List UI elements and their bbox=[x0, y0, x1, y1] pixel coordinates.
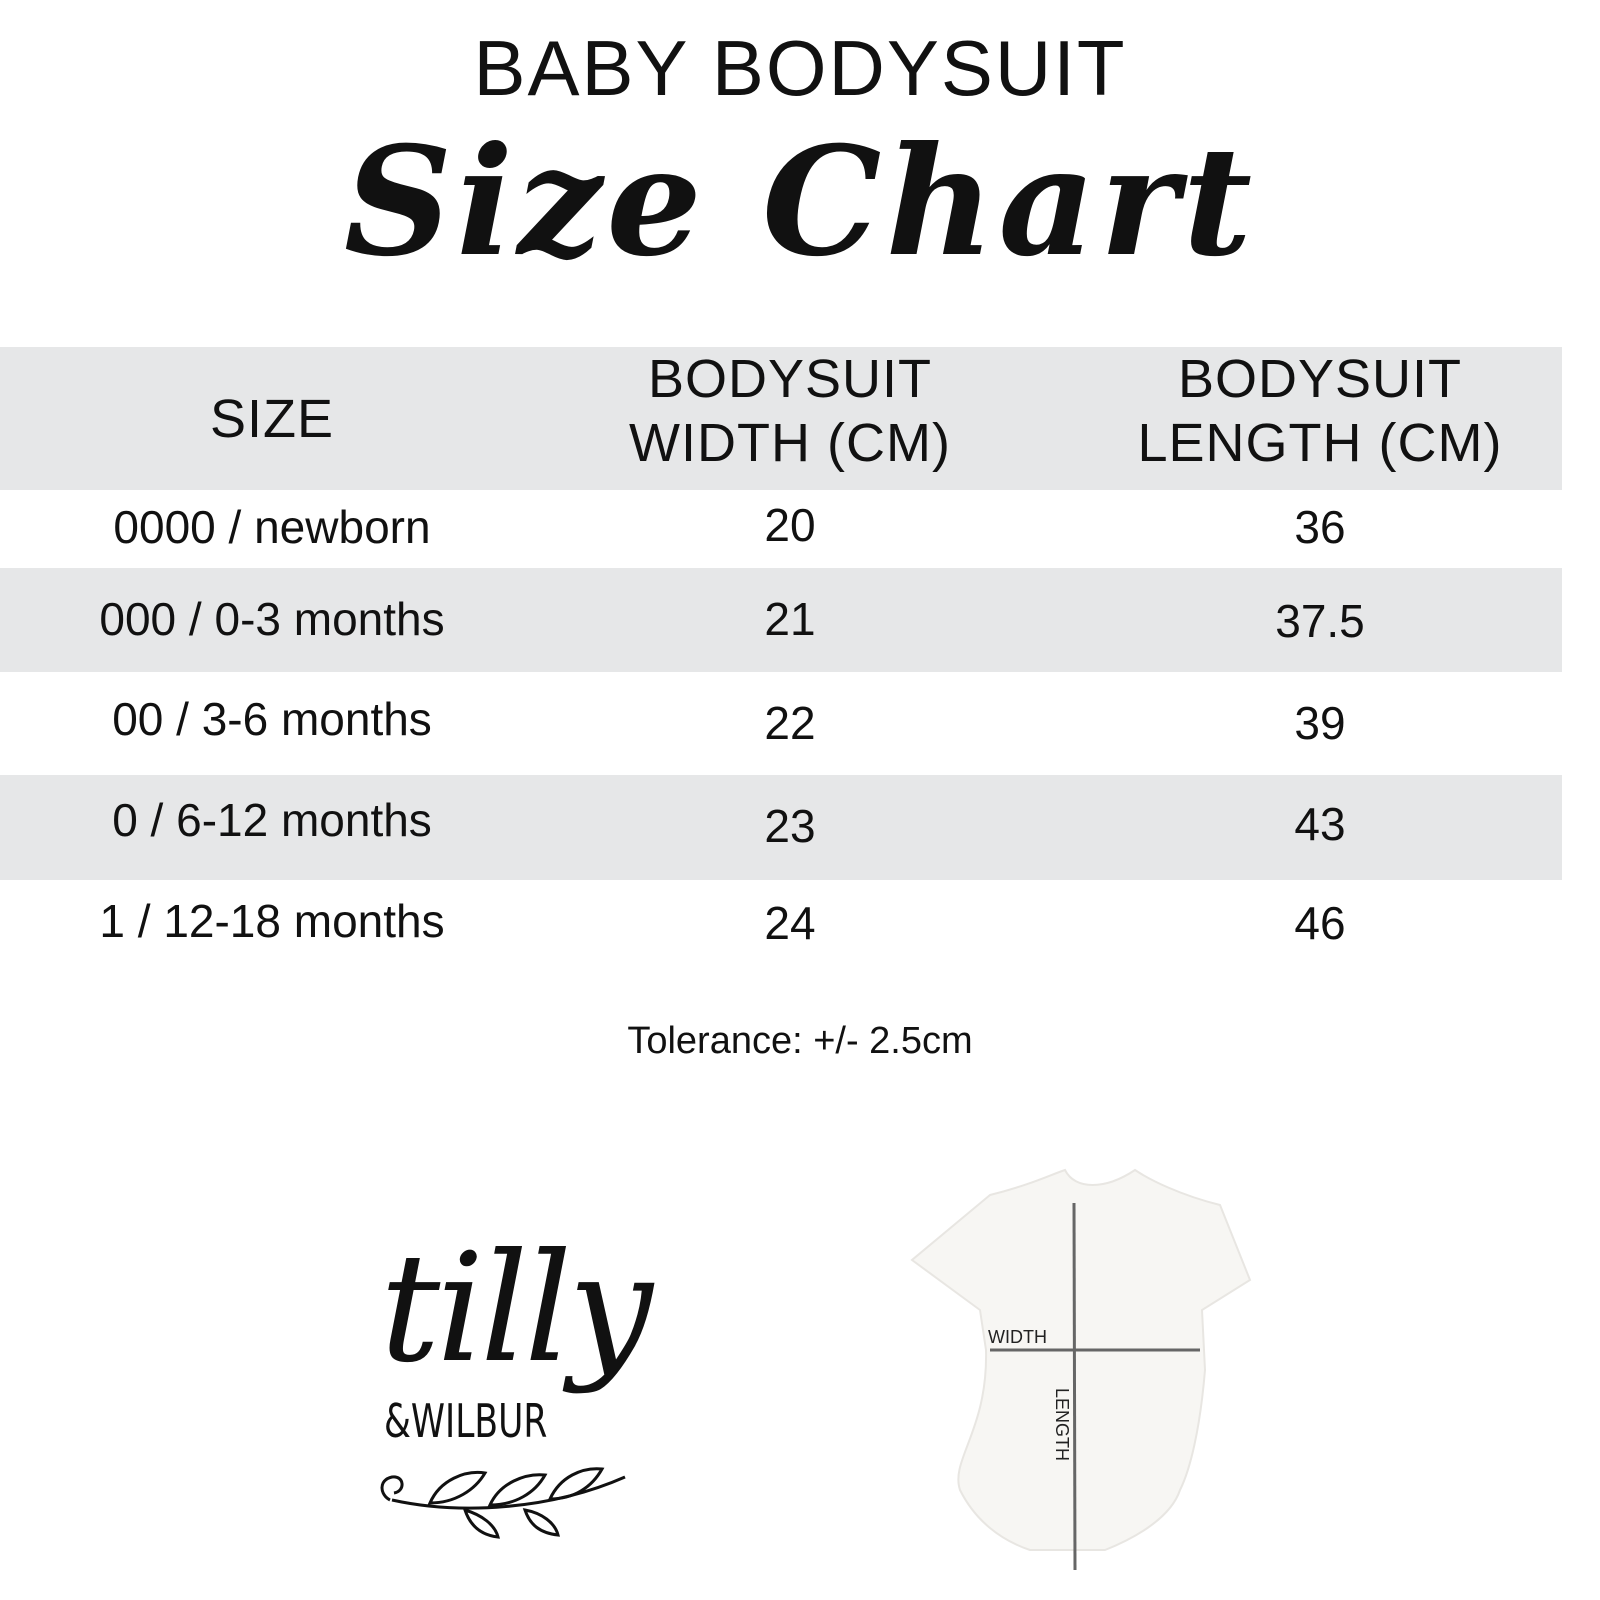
table-row: 0000 / newborn 20 36 bbox=[0, 490, 1562, 568]
leaf-vine-icon bbox=[380, 1467, 626, 1539]
header-width-line2: WIDTH (CM) bbox=[629, 413, 951, 473]
cell-size: 00 / 3-6 months bbox=[112, 693, 432, 745]
bodysuit-diagram: WIDTH LENGTH bbox=[910, 1168, 1252, 1571]
header-length-line1: BODYSUIT bbox=[1177, 349, 1463, 409]
cell-width: 20 bbox=[764, 499, 816, 551]
width-label: WIDTH bbox=[988, 1327, 1047, 1347]
bodysuit-shape bbox=[910, 1168, 1252, 1551]
cell-length: 37.5 bbox=[1275, 595, 1365, 647]
cell-width: 22 bbox=[764, 697, 816, 749]
logo-text-tilly: tilly bbox=[380, 1222, 653, 1396]
page-subtitle: Size Chart bbox=[343, 114, 1257, 290]
cell-size: 1 / 12-18 months bbox=[99, 895, 445, 947]
tolerance-note: Tolerance: +/- 2.5cm bbox=[627, 1020, 973, 1062]
header-size: SIZE bbox=[209, 389, 335, 449]
cell-length: 43 bbox=[1294, 798, 1346, 850]
header-length: BODYSUIT LENGTH (CM) bbox=[1060, 347, 1580, 475]
cell-width: 23 bbox=[764, 800, 816, 852]
cell-width: 21 bbox=[764, 593, 816, 645]
cell-length: 36 bbox=[1294, 501, 1346, 553]
table-row: 0 / 6-12 months 23 43 bbox=[0, 775, 1562, 880]
cell-width: 24 bbox=[764, 897, 816, 949]
header-width: BODYSUIT WIDTH (CM) bbox=[560, 347, 1020, 475]
cell-size: 0 / 6-12 months bbox=[112, 794, 432, 846]
cell-length: 39 bbox=[1294, 697, 1346, 749]
cell-size: 000 / 0-3 months bbox=[99, 593, 445, 645]
logo-text-wilbur: &WILBUR bbox=[384, 1394, 548, 1448]
cell-size: 0000 / newborn bbox=[113, 501, 431, 553]
cell-length: 46 bbox=[1294, 897, 1346, 949]
page-title: BABY BODYSUIT bbox=[473, 24, 1127, 112]
table-row: 1 / 12-18 months 24 46 bbox=[0, 880, 1562, 960]
header-length-line2: LENGTH (CM) bbox=[1137, 413, 1503, 473]
length-line bbox=[1072, 1202, 1077, 1571]
table-header: SIZE BODYSUIT WIDTH (CM) BODYSUIT LENGTH… bbox=[0, 347, 1562, 490]
length-label: LENGTH bbox=[1052, 1388, 1072, 1461]
table-row: 00 / 3-6 months 22 39 bbox=[0, 672, 1562, 775]
header-width-line1: BODYSUIT bbox=[647, 349, 933, 409]
table-row: 000 / 0-3 months 21 37.5 bbox=[0, 568, 1562, 672]
